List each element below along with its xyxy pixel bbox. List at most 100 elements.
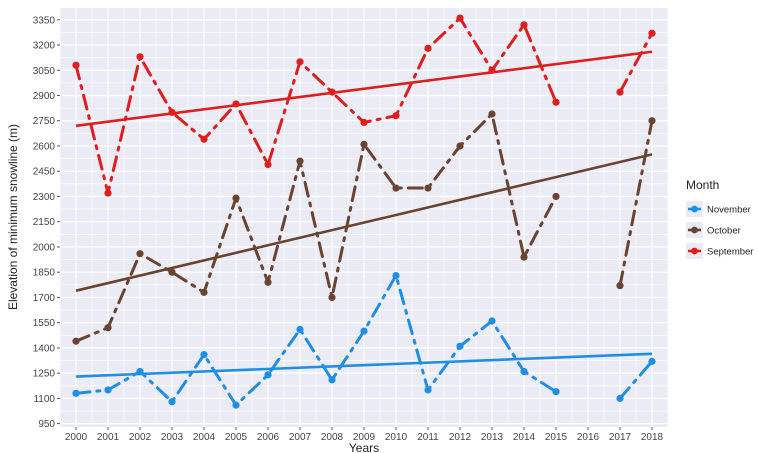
y-tick-label: 2900 [33,91,56,102]
series-line [618,359,654,400]
data-point [488,317,496,325]
x-tick-label: 2011 [417,432,439,443]
legend-item-september: September [686,243,753,259]
data-point [552,388,560,396]
legend-item-october: October [686,222,741,238]
data-point [168,398,176,406]
data-point [648,29,656,37]
y-tick-label: 3350 [33,15,56,26]
data-point [72,389,80,397]
data-point [424,386,432,394]
y-tick-label: 1250 [33,369,56,380]
data-point [552,192,560,201]
x-tick-label: 2010 [385,432,408,443]
trend-line-november [75,352,653,378]
x-tick-label: 2008 [321,432,344,443]
y-tick-label: 1850 [33,268,56,279]
y-axis-title: Elevation of minimum snowline (m) [6,124,20,310]
series-line [74,16,558,195]
legend-title: Month [686,178,719,192]
data-point [520,21,528,29]
y-tick-label: 1100 [33,394,55,405]
x-tick-label: 2013 [481,432,504,443]
series-september [72,14,656,197]
data-point [200,288,208,296]
data-point [296,325,304,334]
x-tick-label: 2003 [161,432,184,443]
y-tick-label: 3200 [33,41,56,52]
data-point [360,140,368,148]
data-point [296,58,304,66]
data-point [424,184,432,192]
x-tick-label: 2004 [193,432,216,443]
y-tick-label: 2600 [33,141,56,152]
data-point [136,367,144,376]
data-point [488,110,496,118]
data-point [232,401,240,409]
data-point [328,293,336,302]
data-point [232,194,240,202]
x-axis-ticks: 2000 2001 2002 2003 2004 2005 2006 2007 2008 2009… [65,427,664,443]
legend-label: October [707,226,741,237]
data-point [72,337,80,345]
x-tick-label: 2002 [129,432,152,443]
data-point [616,88,624,96]
x-tick-label: 2014 [513,432,536,443]
x-tick-label: 2000 [65,432,88,443]
data-point [616,394,624,402]
data-point [104,324,112,332]
trend-line-october [75,153,653,292]
data-point [136,53,144,61]
series-line [618,31,654,94]
data-point [392,271,400,280]
y-tick-label: 1700 [33,293,56,304]
data-point [104,189,112,197]
data-point [264,371,272,379]
legend-label: November [707,205,751,216]
series-november [72,271,656,409]
data-point [232,100,240,108]
x-tick-label: 2005 [225,432,248,443]
y-tick-label: 2000 [33,242,56,253]
legend-label: September [707,247,753,258]
data-point [520,253,528,261]
x-tick-label: 2017 [609,432,632,443]
series-line [74,274,558,407]
data-point [136,250,144,258]
data-point [456,342,464,350]
x-tick-label: 2006 [257,432,280,443]
data-point [488,66,496,74]
legend: Month November October September [686,178,753,259]
series-october [72,110,656,345]
data-point [360,327,368,335]
x-tick-label: 2016 [577,432,600,443]
x-tick-label: 2015 [545,432,568,443]
data-point [360,118,368,127]
y-tick-label: 2150 [33,217,56,228]
y-tick-label: 2750 [33,116,56,127]
series-lines [72,14,656,409]
data-point [392,112,400,120]
legend-key-point [691,205,698,213]
legend-key-point [691,247,698,255]
y-tick-label: 950 [38,419,55,430]
legend-item-november: November [686,201,751,217]
data-point [168,268,176,276]
y-tick-label: 1400 [33,343,56,354]
series-line [618,119,654,288]
data-point [200,135,208,143]
data-point [200,351,208,359]
data-point [392,184,400,192]
x-tick-label: 2009 [353,432,376,443]
data-point [104,386,112,394]
data-point [168,108,176,116]
data-point [648,117,656,125]
data-point [456,142,464,150]
series-line [74,112,558,343]
legend-key-point [691,226,698,234]
data-point [296,157,304,165]
x-tick-label: 2007 [289,432,312,443]
data-point [328,376,336,384]
data-point [552,98,560,106]
